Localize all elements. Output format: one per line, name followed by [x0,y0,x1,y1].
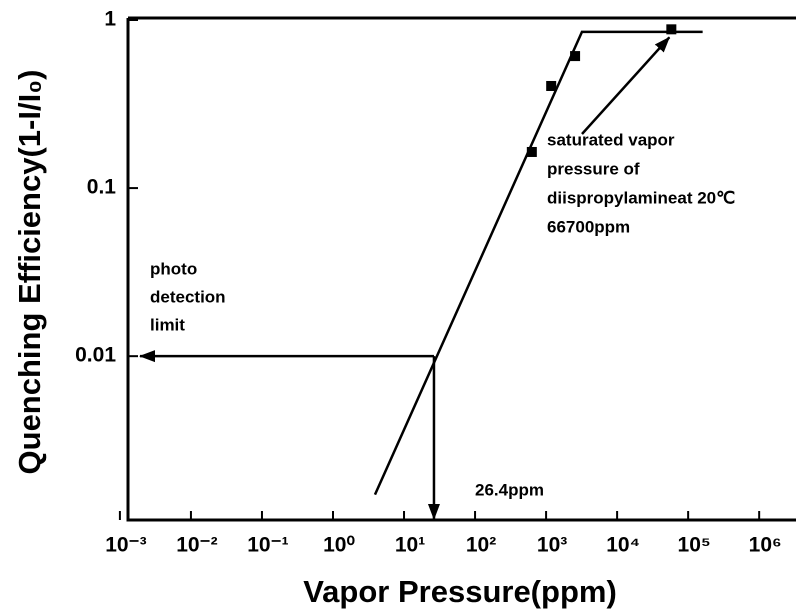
x-tick-label: 10² [466,534,496,557]
y-tick-label: 0.01 [75,344,116,367]
x-tick-label: 10⁴ [606,534,640,557]
annotation-text: saturated vapor [547,130,675,149]
x-tick-label: 10⁵ [678,534,711,557]
x-tick-label: 10⁶ [749,534,782,557]
x-tick-label: 10¹ [395,534,425,557]
data-point [570,51,581,62]
annotation-text: limit [150,315,185,334]
saturation-arrow [581,36,671,135]
data-point [546,80,557,91]
data-point [526,146,537,157]
annotation-text: detection [150,287,226,306]
x-tick-label: 10³ [537,534,567,557]
annotation-text: pressure of [547,159,640,178]
x-tick-label: 10⁻² [176,534,217,557]
fit-line [373,30,703,496]
data-point [666,24,677,35]
x-tick-label: 10⁰ [323,534,355,557]
annotation-text: photo [150,259,197,278]
x-tick-label: 10⁻³ [105,534,146,557]
y-axis-title: Quenching Efficiency(1-I/I₀) [12,70,47,475]
annotation-text: 66700ppm [547,217,630,236]
x-tick-label: 10⁻¹ [247,534,288,557]
y-tick-label: 1 [104,8,116,31]
y-tick-label: 0.1 [87,176,117,199]
x-axis-title: Vapor Pressure(ppm) [303,574,617,609]
annotation-text: 26.4ppm [475,480,544,499]
annotation-text: diispropylamineat 20℃ [547,188,735,207]
